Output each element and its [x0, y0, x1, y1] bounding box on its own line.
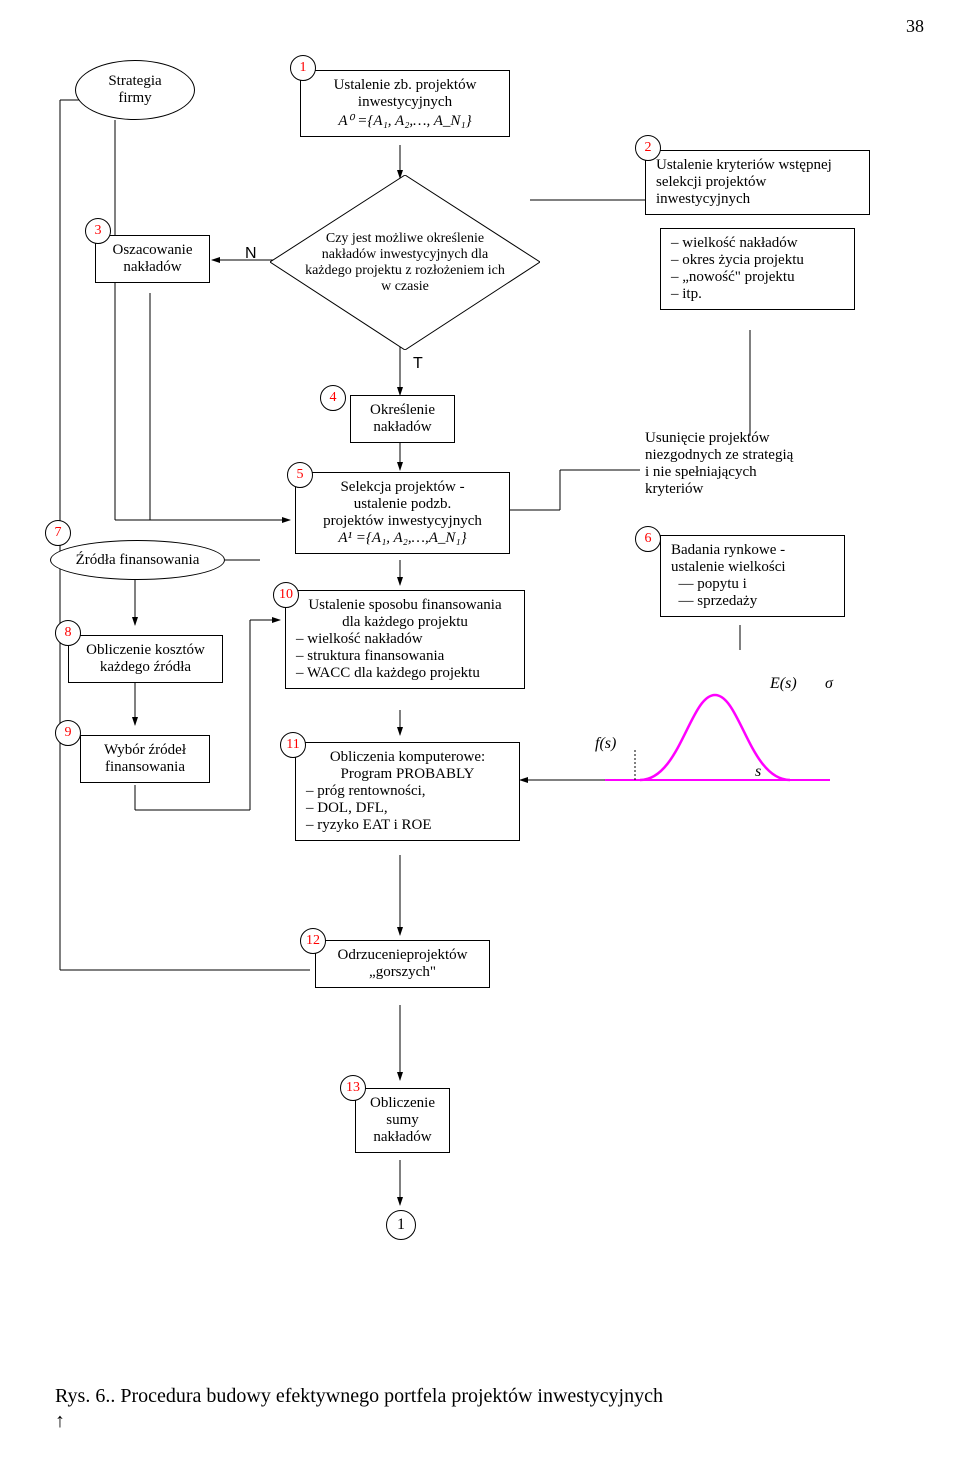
n13-l3: nakładów	[373, 1129, 431, 1145]
n13-l1: Obliczenie	[370, 1095, 435, 1111]
node11-box: Obliczenia komputerowe: Program PROBABLY…	[295, 742, 520, 841]
n10-i1: – wielkość nakładów	[296, 631, 423, 647]
node5-number: 5	[287, 462, 313, 488]
n12-l2: „gorszych"	[369, 964, 436, 980]
n2-i1: – okres życia projektu	[671, 252, 804, 268]
node4-number: 4	[320, 385, 346, 411]
n4-l1: Określenie	[370, 402, 435, 418]
node9-number: 9	[55, 720, 81, 746]
node7-ellipse: Źródła finansowania	[50, 540, 225, 580]
node9-box: Wybór źródeł finansowania	[80, 735, 210, 783]
chart-f-label: f(s)	[595, 735, 616, 753]
n5-l2: ustalenie podzb.	[354, 496, 451, 512]
n10-i3: – WACC dla każdego projektu	[296, 665, 480, 681]
decision-text: Czy jest możliwe określenie nakładów inw…	[270, 175, 540, 350]
strategy-ellipse: Strategia firmy	[75, 60, 195, 120]
n3-l2: nakładów	[123, 259, 181, 275]
n12-l1: Odrzucenieprojektów	[338, 947, 468, 963]
strategy-line2: firmy	[118, 90, 151, 106]
node6-number: 6	[635, 526, 661, 552]
n2-i0: – wielkość nakładów	[671, 235, 798, 251]
chart-e-label: E(s)	[770, 675, 797, 693]
node7-number: 7	[45, 520, 71, 546]
n7-text: Źródła finansowania	[76, 552, 200, 569]
connector-circle: 1	[386, 1210, 416, 1240]
node2-items-box: – wielkość nakładów – okres życia projek…	[660, 228, 855, 310]
n13-l2: sumy	[386, 1112, 419, 1128]
n10-l2: dla każdego projektu	[342, 614, 468, 630]
node5-box: Selekcja projektów - ustalenie podzb. pr…	[295, 472, 510, 554]
node13-box: Obliczenie sumy nakładów	[355, 1088, 450, 1153]
n3-l1: Oszacowanie	[113, 242, 193, 258]
node3-number: 3	[85, 218, 111, 244]
distribution-chart: f(s) E(s) σ s	[600, 680, 850, 800]
n6-l2: ustalenie wielkości	[671, 559, 786, 575]
decision-yes-label: T	[413, 355, 423, 373]
n11-i3: – ryzyko EAT i ROE	[306, 817, 432, 833]
n9-l1: Wybór źródeł	[104, 742, 186, 758]
node1-number: 1	[290, 55, 316, 81]
n2-i2: – „nowość" projektu	[671, 269, 795, 285]
n1-l1: Ustalenie zb. projektów	[334, 77, 477, 93]
n1-l2: inwestycyjnych	[358, 94, 452, 110]
rem-l1: Usunięcie projektów	[645, 430, 770, 446]
rem-l4: kryteriów	[645, 481, 703, 497]
chart-s: s	[755, 763, 761, 781]
rem-l2: niezgodnych ze strategią	[645, 447, 793, 463]
n2-i3: – itp.	[671, 286, 702, 302]
decision-no-label: N	[245, 245, 257, 263]
node8-number: 8	[55, 620, 81, 646]
n11-l2: Program PROBABLY	[341, 766, 475, 782]
removal-text: Usunięcie projektów niezgodnych ze strat…	[645, 430, 865, 498]
decision-diamond: Czy jest możliwe określenie nakładów inw…	[270, 175, 540, 350]
node11-number: 11	[280, 732, 306, 758]
chart-sigma: σ	[825, 675, 833, 693]
n11-i1: – próg rentowności,	[306, 783, 426, 799]
node13-number: 13	[340, 1075, 366, 1101]
node1-box: Ustalenie zb. projektów inwestycyjnych A…	[300, 70, 510, 137]
node12-number: 12	[300, 928, 326, 954]
n6-i1: — popytu i	[679, 576, 747, 592]
node2-number: 2	[635, 135, 661, 161]
n5-l3: projektów inwestycyjnych	[323, 513, 482, 529]
n11-i2: – DOL, DFL,	[306, 800, 388, 816]
n1-formula: A⁰ ={A₁, A₂,…, A_N₁}	[338, 113, 471, 129]
n6-i2: — sprzedaży	[679, 593, 758, 609]
n5-l1: Selekcja projektów -	[340, 479, 464, 495]
node4-box: Określenie nakładów	[350, 395, 455, 443]
node10-number: 10	[273, 582, 299, 608]
node12-box: Odrzucenieprojektów „gorszych"	[315, 940, 490, 988]
node6-box: Badania rynkowe - ustalenie wielkości — …	[660, 535, 845, 617]
n8-l1: Obliczenie kosztów	[86, 642, 205, 658]
n11-l1: Obliczenia komputerowe:	[330, 749, 485, 765]
n2-title: Ustalenie kryteriów wstępnej selekcji pr…	[656, 157, 832, 207]
node8-box: Obliczenie kosztów każdego źródła	[68, 635, 223, 683]
n4-l2: nakładów	[373, 419, 431, 435]
n8-l2: każdego źródła	[100, 659, 191, 675]
n10-i2: – struktura finansowania	[296, 648, 444, 664]
n5-formula: A¹ ={A₁, A₂,…,A_N₁}	[338, 530, 466, 546]
n10-l1: Ustalenie sposobu finansowania	[308, 597, 501, 613]
rem-l3: i nie spełniających	[645, 464, 757, 480]
n9-l2: finansowania	[105, 759, 185, 775]
strategy-line1: Strategia	[108, 73, 161, 89]
node3-box: Oszacowanie nakładów	[95, 235, 210, 283]
node10-box: Ustalenie sposobu finansowania dla każde…	[285, 590, 525, 689]
n6-l1: Badania rynkowe -	[671, 542, 785, 558]
node2-title-box: Ustalenie kryteriów wstępnej selekcji pr…	[645, 150, 870, 215]
